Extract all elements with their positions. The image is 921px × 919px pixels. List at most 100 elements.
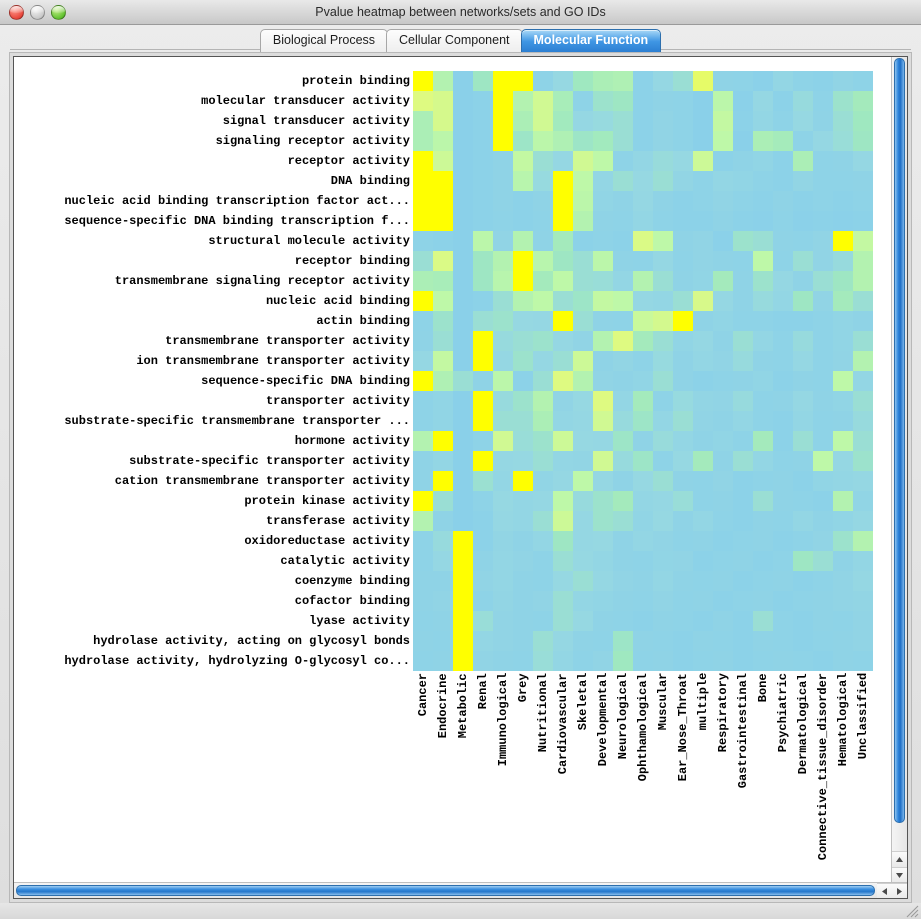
heatmap-cell[interactable] (753, 351, 773, 371)
heatmap-cell[interactable] (693, 371, 713, 391)
heatmap-cell[interactable] (713, 511, 733, 531)
heatmap-cell[interactable] (593, 431, 613, 451)
heatmap-cell[interactable] (853, 651, 873, 671)
heatmap-cell[interactable] (633, 71, 653, 91)
heatmap-cell[interactable] (453, 411, 473, 431)
heatmap-cell[interactable] (593, 331, 613, 351)
heatmap-cell[interactable] (473, 151, 493, 171)
heatmap-cell[interactable] (433, 591, 453, 611)
heatmap-cell[interactable] (693, 171, 713, 191)
heatmap-cell[interactable] (433, 131, 453, 151)
heatmap-cell[interactable] (793, 311, 813, 331)
heatmap-cell[interactable] (613, 651, 633, 671)
heatmap-cell[interactable] (653, 91, 673, 111)
heatmap-cell[interactable] (593, 291, 613, 311)
heatmap-cell[interactable] (633, 271, 653, 291)
heatmap-cell[interactable] (813, 531, 833, 551)
heatmap-cell[interactable] (453, 131, 473, 151)
heatmap-cell[interactable] (773, 551, 793, 571)
heatmap-cell[interactable] (753, 571, 773, 591)
heatmap-cell[interactable] (853, 591, 873, 611)
heatmap-cell[interactable] (673, 511, 693, 531)
heatmap-cell[interactable] (833, 631, 853, 651)
heatmap-cell[interactable] (433, 151, 453, 171)
heatmap-cell[interactable] (713, 491, 733, 511)
heatmap-cell[interactable] (713, 271, 733, 291)
heatmap-cell[interactable] (633, 171, 653, 191)
heatmap-cell[interactable] (553, 91, 573, 111)
heatmap-cell[interactable] (553, 351, 573, 371)
heatmap-cell[interactable] (633, 391, 653, 411)
heatmap-cell[interactable] (613, 191, 633, 211)
heatmap-cell[interactable] (733, 131, 753, 151)
heatmap-cell[interactable] (813, 291, 833, 311)
heatmap-cell[interactable] (633, 451, 653, 471)
heatmap-cell[interactable] (633, 151, 653, 171)
heatmap-cell[interactable] (853, 571, 873, 591)
heatmap-cell[interactable] (513, 571, 533, 591)
heatmap-cell[interactable] (793, 391, 813, 411)
heatmap-cell[interactable] (813, 231, 833, 251)
heatmap-cell[interactable] (813, 511, 833, 531)
heatmap-cell[interactable] (753, 611, 773, 631)
heatmap-cell[interactable] (533, 231, 553, 251)
heatmap-cell[interactable] (533, 571, 553, 591)
heatmap-cell[interactable] (753, 251, 773, 271)
heatmap-cell[interactable] (453, 231, 473, 251)
heatmap-cell[interactable] (773, 631, 793, 651)
heatmap-cell[interactable] (653, 591, 673, 611)
resize-grip-icon[interactable] (906, 905, 919, 918)
heatmap-cell[interactable] (653, 551, 673, 571)
heatmap-cell[interactable] (433, 251, 453, 271)
heatmap-cell[interactable] (833, 151, 853, 171)
heatmap-cell[interactable] (793, 531, 813, 551)
heatmap-cell[interactable] (453, 111, 473, 131)
heatmap-cell[interactable] (513, 311, 533, 331)
heatmap-cell[interactable] (473, 231, 493, 251)
heatmap-cell[interactable] (713, 171, 733, 191)
heatmap-cell[interactable] (573, 391, 593, 411)
vertical-scrollbar-thumb[interactable] (894, 58, 905, 823)
heatmap-cell[interactable] (553, 171, 573, 191)
heatmap-cell[interactable] (853, 311, 873, 331)
heatmap-cell[interactable] (853, 191, 873, 211)
heatmap-cell[interactable] (593, 151, 613, 171)
heatmap-cell[interactable] (753, 631, 773, 651)
tab-molecular-function[interactable]: Molecular Function (520, 29, 662, 52)
heatmap-cell[interactable] (573, 71, 593, 91)
heatmap-cell[interactable] (653, 351, 673, 371)
heatmap-cell[interactable] (793, 291, 813, 311)
heatmap-cell[interactable] (673, 391, 693, 411)
heatmap-cell[interactable] (693, 571, 713, 591)
heatmap-cell[interactable] (793, 551, 813, 571)
heatmap-cell[interactable] (853, 271, 873, 291)
heatmap-cell[interactable] (713, 211, 733, 231)
heatmap-cell[interactable] (553, 191, 573, 211)
heatmap-cell[interactable] (753, 371, 773, 391)
heatmap-cell[interactable] (413, 591, 433, 611)
heatmap-cell[interactable] (613, 411, 633, 431)
heatmap-cell[interactable] (533, 131, 553, 151)
heatmap-cell[interactable] (513, 291, 533, 311)
heatmap-cell[interactable] (633, 371, 653, 391)
horizontal-scrollbar-track[interactable] (14, 883, 877, 898)
heatmap-cell[interactable] (453, 151, 473, 171)
heatmap-cell[interactable] (413, 311, 433, 331)
heatmap-cell[interactable] (713, 251, 733, 271)
heatmap-cell[interactable] (633, 191, 653, 211)
heatmap-cell[interactable] (813, 571, 833, 591)
heatmap-cell[interactable] (453, 191, 473, 211)
heatmap-cell[interactable] (493, 151, 513, 171)
heatmap-cell[interactable] (453, 211, 473, 231)
heatmap-cell[interactable] (473, 351, 493, 371)
heatmap-cell[interactable] (693, 251, 713, 271)
heatmap-cell[interactable] (833, 171, 853, 191)
heatmap-cell[interactable] (433, 631, 453, 651)
heatmap-cell[interactable] (713, 531, 733, 551)
heatmap-cell[interactable] (553, 131, 573, 151)
heatmap-cell[interactable] (473, 591, 493, 611)
heatmap-cell[interactable] (653, 331, 673, 351)
heatmap-cell[interactable] (673, 471, 693, 491)
heatmap-cell[interactable] (413, 651, 433, 671)
heatmap-cell[interactable] (573, 291, 593, 311)
